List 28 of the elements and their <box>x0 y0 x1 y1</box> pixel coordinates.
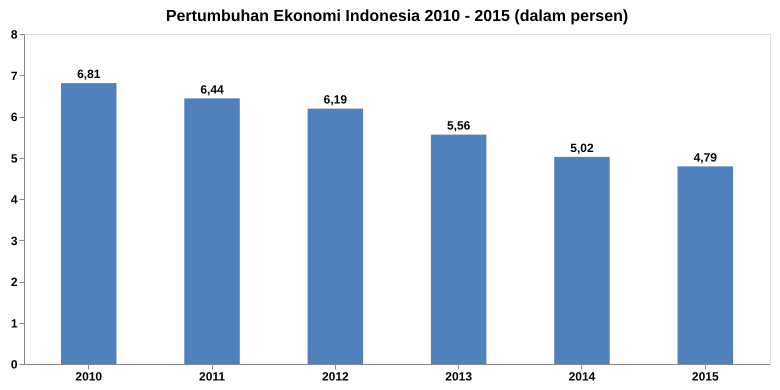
y-tick-label: 7 <box>10 68 18 83</box>
x-tick-label: 2010 <box>75 370 102 384</box>
data-label: 6,44 <box>200 82 224 96</box>
y-tick-label: 4 <box>10 192 18 206</box>
x-tick-label: 2014 <box>568 370 596 384</box>
data-label: 4,79 <box>694 150 718 164</box>
x-tick-label: 2013 <box>445 370 472 384</box>
bar <box>554 156 610 364</box>
data-label: 5,02 <box>570 140 594 155</box>
data-label: 6,81 <box>77 67 101 82</box>
y-tick-label: 8 <box>10 28 18 42</box>
y-tick-label: 2 <box>10 275 18 289</box>
bar <box>308 108 364 364</box>
bar <box>430 134 486 364</box>
x-tick-label: 2012 <box>322 370 350 384</box>
x-tick-label: 2011 <box>199 370 226 384</box>
y-tick-label: 3 <box>10 234 18 248</box>
x-tick-label: 2015 <box>692 370 719 384</box>
chart-title: Pertumbuhan Ekonomi Indonesia 2010 - 2015 (dalam persen) <box>166 8 628 25</box>
y-tick-label: 6 <box>10 110 18 124</box>
bar <box>184 98 240 364</box>
data-label: 5,56 <box>446 118 471 133</box>
y-tick-label: 5 <box>10 151 18 166</box>
bar <box>60 83 116 364</box>
data-label: 6,19 <box>324 92 348 107</box>
y-tick-label: 0 <box>10 358 18 372</box>
bar <box>678 166 734 364</box>
y-tick-label: 1 <box>10 316 18 330</box>
